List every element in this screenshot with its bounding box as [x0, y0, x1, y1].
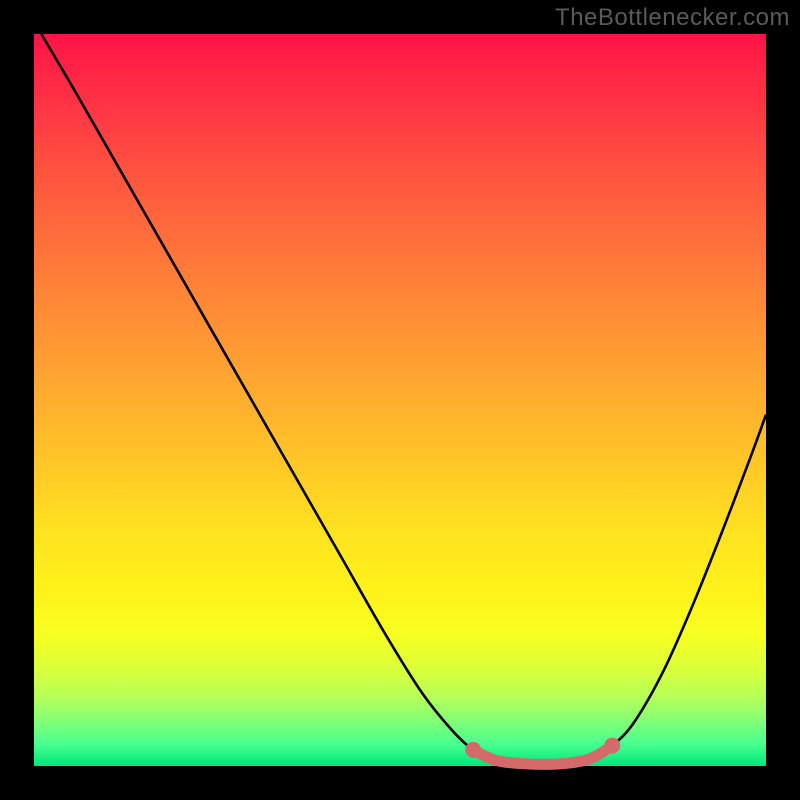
- attribution-text: TheBottlenecker.com: [555, 4, 790, 32]
- optimal-range-start-marker: [465, 742, 481, 758]
- optimal-range-end-marker: [604, 738, 620, 754]
- chart-container: TheBottlenecker.com: [0, 0, 800, 800]
- bottleneck-chart-svg: [0, 0, 800, 800]
